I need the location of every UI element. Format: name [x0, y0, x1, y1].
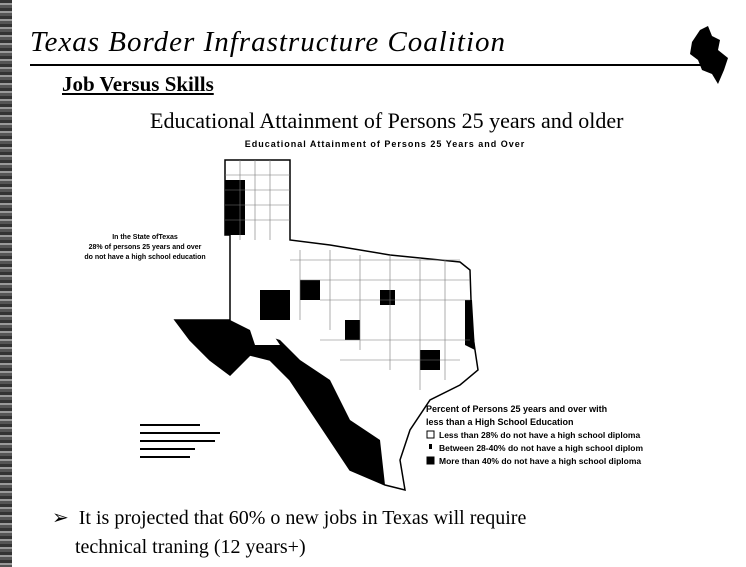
texas-map — [173, 159, 479, 492]
map-title: Educational Attainment of Persons 25 Yea… — [245, 139, 526, 149]
subtitle: Educational Attainment of Persons 25 yea… — [150, 108, 624, 133]
callout-line: 28% of persons 25 years and over — [89, 244, 202, 251]
bullet-line: technical traning (12 years+) — [75, 536, 306, 558]
bullet-marker: ➢ — [52, 507, 69, 529]
header-title: Texas Border Infrastructure Coalition — [30, 26, 507, 58]
map-area: Educational Attainment of Persons 25 Yea… — [84, 26, 728, 492]
callout-line: In the State ofTexas — [112, 234, 178, 241]
map-source — [140, 424, 220, 458]
legend-title: less than a High School Education — [426, 417, 574, 427]
texas-icon — [690, 26, 728, 84]
legend-title: Percent of Persons 25 years and over wit… — [426, 404, 607, 414]
bullet-text: ➢ It is projected that 60% o new jobs in … — [52, 505, 526, 530]
callout-line: do not have a high school education — [84, 254, 205, 261]
map-legend: Percent of Persons 25 years and over wit… — [426, 404, 643, 466]
left-border — [0, 0, 12, 567]
legend-item: Less than 28% do not have a high school … — [439, 430, 640, 440]
legend-swatch — [426, 456, 435, 465]
legend-swatch — [429, 444, 432, 449]
bullet-line: It is projected that 60% o new jobs in T… — [78, 507, 527, 529]
section-title: Job Versus Skills — [62, 72, 214, 96]
map-callout: In the State ofTexas 28% of persons 25 ye… — [84, 234, 205, 261]
legend-item: Between 28-40% do not have a high school… — [439, 443, 643, 453]
bullet-text: technical traning (12 years+) — [75, 536, 306, 559]
legend-swatch — [426, 430, 435, 439]
legend-item: More than 40% do not have a high school … — [439, 456, 641, 466]
header-rule — [30, 64, 702, 66]
